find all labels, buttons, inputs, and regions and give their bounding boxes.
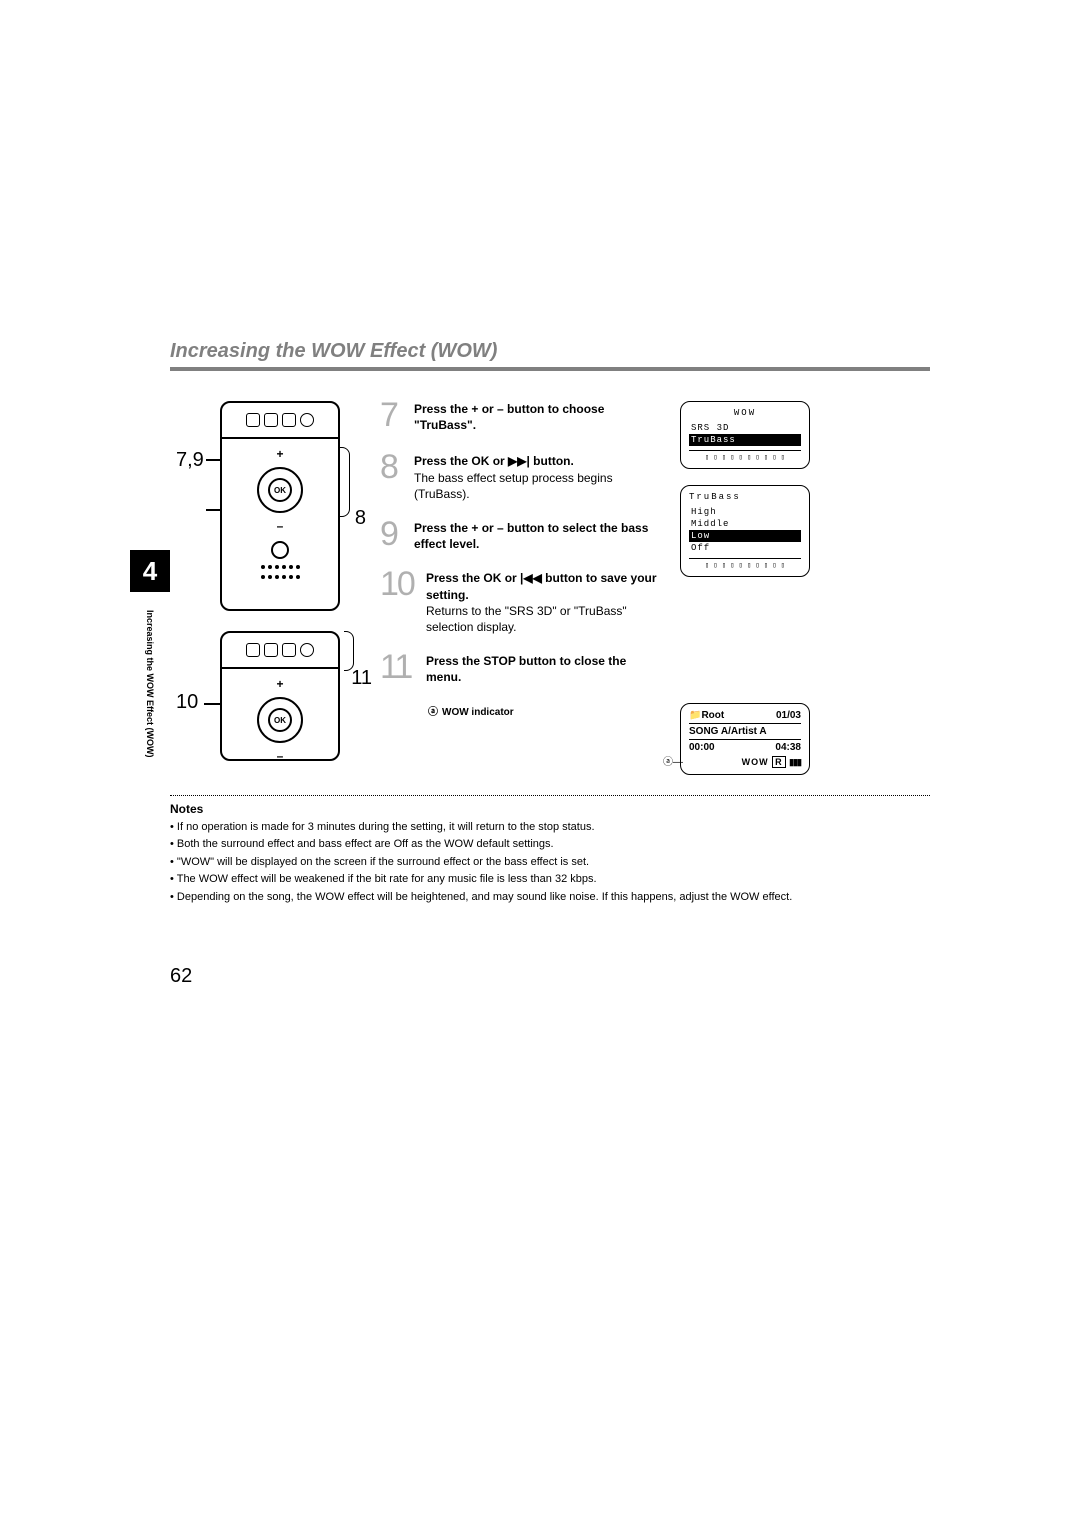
chapter-tab: 4 xyxy=(130,550,170,592)
ok-button-icon: OK xyxy=(257,697,303,743)
step-10: 10 Press the OK or |◀◀ button to save yo… xyxy=(380,570,660,635)
step-8: 8 Press the OK or ▶▶| button. The bass e… xyxy=(380,453,660,502)
step-body: The bass effect setup process begins (Tr… xyxy=(414,470,660,502)
diagrams-column: + OK – 7,9 8 xyxy=(170,401,360,775)
device-diagram-a: + OK – xyxy=(220,401,340,611)
step-11: 11 Press the STOP button to close the me… xyxy=(380,653,660,685)
step-9: 9 Press the + or – button to select the … xyxy=(380,520,660,552)
ok-button-icon: OK xyxy=(257,467,303,513)
section-title: Increasing the WOW Effect (WOW) xyxy=(170,340,930,363)
main-content-row: + OK – 7,9 8 xyxy=(170,401,930,775)
step-instruction: Press the OK or ▶▶| button. xyxy=(414,453,660,469)
wow-indicator-label: WOW indicator xyxy=(428,703,660,718)
time-total: 04:38 xyxy=(775,742,801,753)
playback-display: ⓐ— 📁Root 01/03 SONG A/Artist A 00:00 04:… xyxy=(680,703,810,775)
track-number: 01/03 xyxy=(776,710,801,721)
lcd-row: SRS 3D xyxy=(689,422,801,434)
lcd-footer-icons: ▯ ▯ ▯ ▯ ▯ ▯ ▯ ▯ ▯ ▯ xyxy=(689,558,801,570)
time-elapsed: 00:00 xyxy=(689,742,715,753)
notes-list: If no operation is made for 3 minutes du… xyxy=(170,820,930,905)
lcd-row: High xyxy=(689,506,801,518)
step-body: Returns to the "SRS 3D" or "TruBass" sel… xyxy=(426,603,660,635)
step-7: 7 Press the + or – button to choose "Tru… xyxy=(380,401,660,433)
folder-icon: 📁 xyxy=(689,710,701,721)
callout-10: 10 xyxy=(176,691,198,714)
step-instruction: Press the + or – button to choose "TruBa… xyxy=(414,402,604,432)
lcd-column: WOW SRS 3D TruBass ▯ ▯ ▯ ▯ ▯ ▯ ▯ ▯ ▯ ▯ T… xyxy=(680,401,830,775)
callout-7-9: 7,9 xyxy=(176,449,204,472)
lcd-trubass-menu: TruBass High Middle Low Off ▯ ▯ ▯ ▯ ▯ ▯ … xyxy=(680,485,810,577)
lcd-row-selected: TruBass xyxy=(689,434,801,446)
page-number: 62 xyxy=(170,965,930,988)
page-content: Increasing the WOW Effect (WOW) + OK – xyxy=(170,340,930,988)
note-item: Both the surround effect and bass effect… xyxy=(170,837,930,852)
vertical-section-label: Increasing the WOW Effect (WOW) xyxy=(145,610,155,758)
device-top-controls xyxy=(222,403,338,439)
lcd-footer-icons: ▯ ▯ ▯ ▯ ▯ ▯ ▯ ▯ ▯ ▯ xyxy=(689,450,801,462)
device-diagram-b: + OK – xyxy=(220,631,340,761)
step-instruction: Press the STOP button to close the menu. xyxy=(426,654,626,684)
annotation-a-icon: ⓐ— xyxy=(663,753,683,768)
song-title: SONG A/Artist A xyxy=(689,726,801,737)
lcd-row: Off xyxy=(689,542,801,554)
step-instruction: Press the + or – button to select the ba… xyxy=(414,521,648,551)
steps-column: 7 Press the + or – button to choose "Tru… xyxy=(380,401,660,775)
notes-divider xyxy=(170,795,930,796)
wow-indicator-icon: WOW R ▮▮▮ xyxy=(689,757,801,768)
note-item: Depending on the song, the WOW effect wi… xyxy=(170,890,930,905)
note-item: If no operation is made for 3 minutes du… xyxy=(170,820,930,835)
lcd-wow-menu: WOW SRS 3D TruBass ▯ ▯ ▯ ▯ ▯ ▯ ▯ ▯ ▯ ▯ xyxy=(680,401,810,469)
lcd-row-selected: Low xyxy=(689,530,801,542)
callout-8: 8 xyxy=(355,507,366,530)
note-item: "WOW" will be displayed on the screen if… xyxy=(170,855,930,870)
callout-11: 11 xyxy=(351,667,372,690)
lcd-row: Middle xyxy=(689,518,801,530)
notes-heading: Notes xyxy=(170,802,930,816)
step-instruction: Press the OK or |◀◀ button to save your … xyxy=(426,570,660,602)
title-rule xyxy=(170,367,930,371)
note-item: The WOW effect will be weakened if the b… xyxy=(170,872,930,887)
